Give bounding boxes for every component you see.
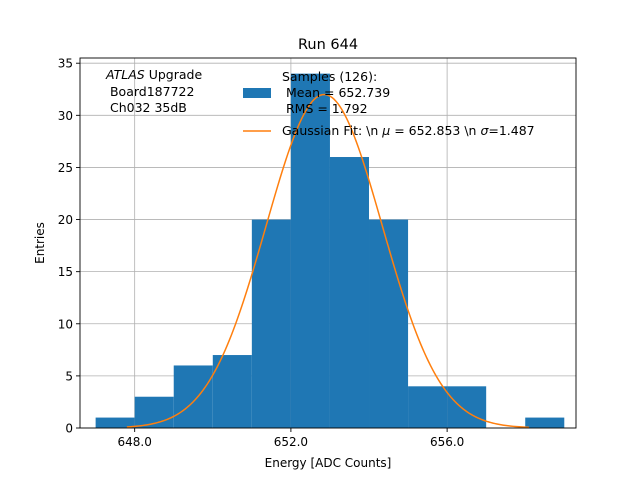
- y-tick-label: 30: [58, 109, 73, 123]
- chart-title: Run 644: [298, 37, 358, 53]
- x-tick-label: 648.0: [117, 435, 151, 449]
- histogram-bar: [95, 417, 135, 428]
- atlas-italic-label: ATLAS: [105, 67, 145, 82]
- y-tick-label: 20: [58, 213, 73, 227]
- histogram-bar: [369, 219, 409, 428]
- y-tick-label: 5: [65, 369, 73, 383]
- x-axis-label: Energy [ADC Counts]: [265, 456, 392, 470]
- atlas-annotation-line1: ATLAS Upgrade: [105, 67, 202, 82]
- legend-fit-label: Gaussian Fit: \n μ = 652.853 \n σ=1.487: [282, 123, 535, 138]
- x-tick-label: 656.0: [430, 435, 464, 449]
- y-axis-ticks: 0 5 10 15 20 25 30 35: [58, 57, 80, 436]
- histogram-bar: [329, 157, 370, 428]
- histogram-bar: [447, 386, 487, 428]
- legend-histogram-swatch: [243, 88, 271, 98]
- legend-fit-sigma-symbol: σ: [480, 123, 489, 138]
- y-tick-label: 35: [58, 57, 73, 71]
- histogram-bars: [95, 73, 565, 429]
- atlas-annotation-line3: Ch032 35dB: [106, 100, 187, 115]
- legend-fit-sigma-text: =1.487: [488, 123, 534, 138]
- y-axis-label: Entries: [33, 222, 47, 264]
- histogram-bar: [212, 355, 252, 428]
- x-tick-label: 652.0: [274, 435, 308, 449]
- histogram-bar: [173, 365, 213, 428]
- histogram-bar: [525, 417, 565, 428]
- plot-frame: [79, 57, 577, 429]
- atlas-upgrade-label: Upgrade: [145, 67, 203, 82]
- y-tick-label: 25: [58, 161, 73, 175]
- atlas-annotation-line2: Board187722: [106, 84, 194, 99]
- histogram-bar: [408, 386, 448, 428]
- legend-histogram-label-2: Mean = 652.739: [282, 85, 390, 100]
- gaussian-fit-curve: [126, 93, 530, 429]
- legend-histogram-label-1: Samples (126):: [282, 69, 377, 84]
- legend-fit-mu-symbol: μ: [381, 123, 390, 138]
- legend-histogram-label-3: RMS = 1.792: [282, 101, 368, 116]
- histogram-bar: [251, 219, 291, 428]
- histogram-bar: [290, 73, 330, 429]
- y-tick-label: 15: [58, 265, 73, 279]
- legend-fit-prefix: Gaussian Fit: \n: [282, 123, 382, 138]
- legend-fit-mu-text: = 652.853 \n: [390, 123, 480, 138]
- y-tick-label: 10: [58, 317, 73, 331]
- y-tick-label: 0: [65, 422, 73, 436]
- legend: Samples (126): Mean = 652.739 RMS = 1.79…: [243, 69, 535, 138]
- x-axis-ticks: 648.0 652.0 656.0: [117, 428, 464, 449]
